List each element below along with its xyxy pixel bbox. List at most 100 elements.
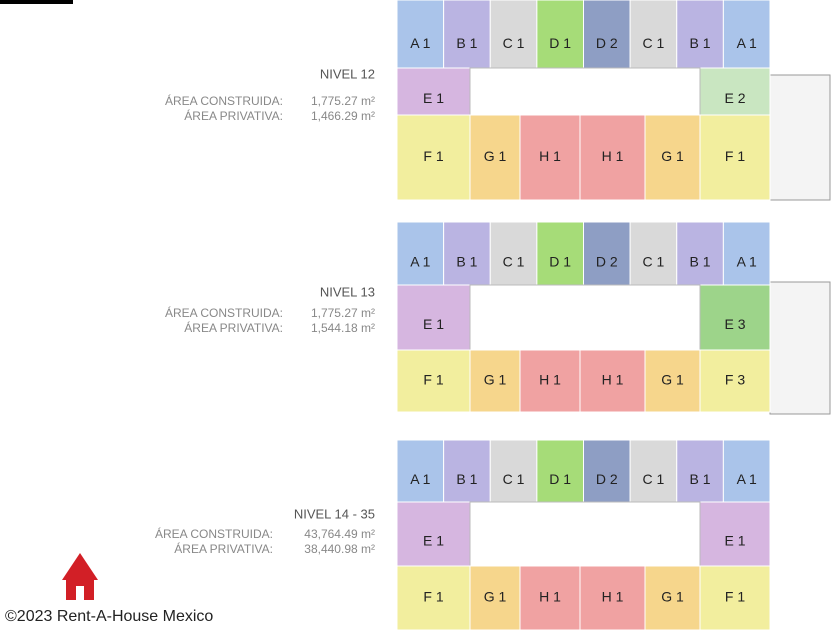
unit-label: E 1 [423,533,444,549]
area-value: 43,764.49 m² [304,527,375,541]
unit [722,439,771,503]
unit-label: G 1 [661,372,684,388]
unit-label: C 1 [503,35,525,51]
unit-label: H 1 [602,372,624,388]
unit-label: H 1 [539,589,561,605]
core [469,501,701,567]
unit-label: B 1 [690,471,711,487]
unit-label: F 1 [423,372,443,388]
unit-label: G 1 [484,372,507,388]
unit-label: B 1 [456,35,477,51]
level-title: NIVEL 13 [320,284,375,299]
area-label: ÁREA CONSTRUIDA: [155,526,273,541]
unit-label: F 1 [423,148,443,164]
unit-label: E 2 [724,90,745,106]
unit [699,114,771,201]
unit [469,114,521,201]
unit-label: H 1 [539,372,561,388]
unit [583,221,631,286]
unit-label: B 1 [690,35,711,51]
unit-label: D 2 [596,35,618,51]
unit-label: F 1 [725,148,745,164]
annex [769,74,831,201]
unit [699,67,771,116]
logo [62,553,98,600]
area-label: ÁREA CONSTRUIDA: [165,93,283,108]
unit-label: C 1 [643,254,665,270]
unit-label: B 1 [456,254,477,270]
unit-label: H 1 [539,148,561,164]
unit [699,501,771,567]
core [469,284,701,351]
unit [583,0,631,69]
annex [769,281,831,415]
level-title: NIVEL 14 - 35 [294,506,375,521]
unit [489,0,538,69]
unit [396,221,445,286]
unit [469,565,521,630]
unit [396,284,471,351]
unit-label: C 1 [643,35,665,51]
area-label: ÁREA PRIVATIVA: [184,108,283,123]
unit [536,221,584,286]
unit-label: C 1 [503,254,525,270]
unit [519,565,581,630]
area-value: 1,466.29 m² [311,109,375,123]
unit [443,0,491,69]
unit-label: F 1 [423,589,443,605]
unit-label: A 1 [737,35,757,51]
unit [443,439,491,503]
unit [489,221,538,286]
level-title: NIVEL 12 [320,66,375,81]
unit [722,0,771,69]
area-label: ÁREA PRIVATIVA: [174,541,273,556]
unit-label: D 2 [596,254,618,270]
unit [579,114,646,201]
unit [644,349,701,413]
unit-label: E 1 [724,533,745,549]
area-value: 1,775.27 m² [311,306,375,320]
unit-label: G 1 [661,148,684,164]
unit [536,0,584,69]
unit-label: G 1 [484,589,507,605]
unit-label: D 1 [549,254,571,270]
unit-label: E 1 [423,90,444,106]
top-bar [0,0,73,4]
unit-label: G 1 [484,148,507,164]
area-value: 38,440.98 m² [304,542,375,556]
unit-label: E 3 [724,316,745,332]
area-label: ÁREA PRIVATIVA: [184,320,283,335]
unit-label: F 1 [725,589,745,605]
unit-label: A 1 [410,35,430,51]
unit [699,284,771,351]
unit [579,565,646,630]
unit-label: B 1 [690,254,711,270]
unit [536,439,584,503]
unit [699,349,771,413]
unit [676,0,724,69]
area-value: 1,775.27 m² [311,94,375,108]
unit [519,114,581,201]
unit-label: C 1 [503,471,525,487]
unit [396,114,471,201]
unit-label: A 1 [737,254,757,270]
area-value: 1,544.18 m² [311,321,375,335]
unit-label: H 1 [602,148,624,164]
unit-label: D 1 [549,471,571,487]
unit-label: A 1 [737,471,757,487]
unit [489,439,538,503]
unit [396,0,445,69]
unit-label: B 1 [456,471,477,487]
unit-label: D 1 [549,35,571,51]
area-label: ÁREA CONSTRUIDA: [165,305,283,320]
unit-label: H 1 [602,589,624,605]
unit [629,221,678,286]
unit-label: G 1 [661,589,684,605]
unit [396,349,471,413]
unit-label: C 1 [643,471,665,487]
unit [469,349,521,413]
unit [644,565,701,630]
core [469,67,701,116]
unit [579,349,646,413]
